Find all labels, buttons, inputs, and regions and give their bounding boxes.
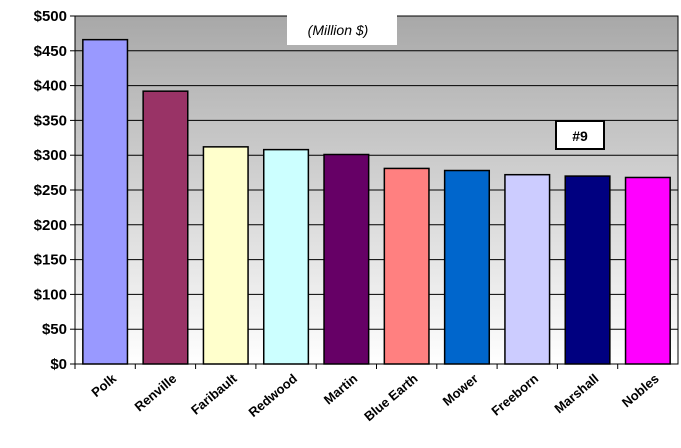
x-tick-label: Redwood <box>246 371 300 420</box>
y-tick-label: $350 <box>34 112 67 129</box>
bar-freeborn <box>504 173 551 365</box>
y-tick-label: $300 <box>34 147 67 164</box>
bar-renville <box>142 90 189 365</box>
y-tick-label: $200 <box>34 217 67 234</box>
unit-note-text: (Million $) <box>308 22 369 38</box>
y-tick-label: $150 <box>34 252 67 269</box>
y-tick-label: $250 <box>34 182 67 199</box>
bar-marshall <box>564 175 611 365</box>
x-tick-label: Faribault <box>188 370 240 417</box>
bar-nobles <box>624 176 671 365</box>
x-tick-label: Renville <box>132 371 180 415</box>
bar-mower <box>443 169 491 365</box>
bars <box>82 38 671 365</box>
y-tick-label: $0 <box>50 356 67 373</box>
y-tick-label: $50 <box>42 321 67 338</box>
y-tick-label: $450 <box>34 43 67 60</box>
bar-faribault <box>202 146 249 365</box>
x-tick-label: Polk <box>88 370 119 400</box>
unit-note-box <box>287 14 397 45</box>
rank-badge-text: #9 <box>572 128 588 144</box>
bar-blue-earth <box>383 167 430 365</box>
y-tick-label: $400 <box>34 78 67 95</box>
y-axis: $0 $50 $100 $150 $200 $250 $300 $350 $400 $450 $50… <box>34 8 75 373</box>
y-tick-label: $100 <box>34 286 67 303</box>
x-tick-label: Mower <box>440 371 481 409</box>
bar-redwood <box>262 148 310 365</box>
x-tick-label: Nobles <box>619 371 662 410</box>
x-tick-label: Freeborn <box>488 371 541 419</box>
y-tick-label: $500 <box>34 8 67 25</box>
x-tick-label: Martin <box>321 371 361 408</box>
bar-martin <box>323 153 370 365</box>
bar-polk <box>82 38 129 365</box>
x-axis: Polk Renville Faribault Redwood Martin Blue E… <box>74 364 662 424</box>
rank-badge: #9 <box>555 120 605 150</box>
rank-badge-box <box>555 120 605 150</box>
x-tick-label: Blue Earth <box>361 371 420 424</box>
unit-note: (Million $) <box>287 14 397 45</box>
x-tick-label: Marshall <box>551 371 601 416</box>
